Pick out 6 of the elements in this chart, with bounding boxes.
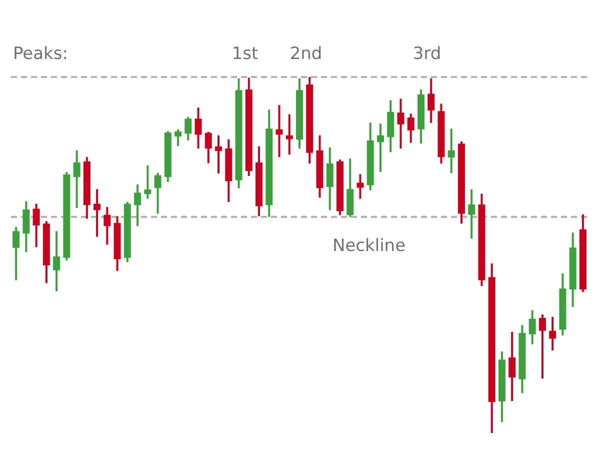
text: 1st <box>232 44 258 64</box>
candlestick <box>276 105 283 158</box>
ref-line-label: Neckline <box>332 236 406 256</box>
text: 2nd <box>290 44 322 64</box>
text: 3rd <box>412 44 442 64</box>
ref-line-label: Peaks: <box>13 44 68 64</box>
